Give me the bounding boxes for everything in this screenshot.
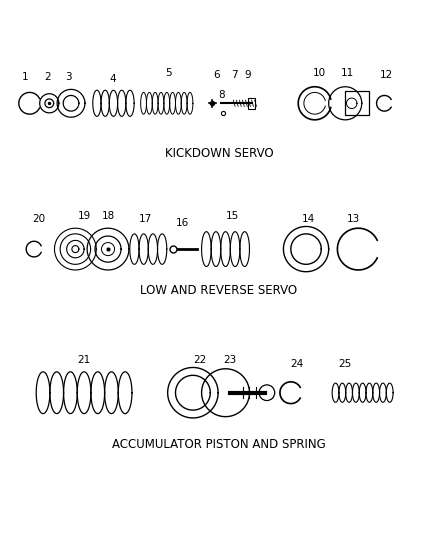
Text: 14: 14: [302, 214, 315, 224]
Text: 20: 20: [32, 214, 45, 224]
Text: 24: 24: [291, 359, 304, 369]
Text: KICKDOWN SERVO: KICKDOWN SERVO: [165, 147, 273, 160]
Text: 11: 11: [341, 68, 354, 78]
Bar: [248, 98, 255, 109]
Text: 21: 21: [78, 355, 91, 365]
Text: 8: 8: [218, 90, 225, 100]
Text: 13: 13: [347, 214, 360, 224]
Text: 15: 15: [226, 212, 239, 221]
Text: 19: 19: [78, 212, 91, 221]
Text: 7: 7: [231, 70, 237, 80]
Text: 23: 23: [223, 355, 237, 365]
Text: 22: 22: [193, 355, 206, 365]
Text: 9: 9: [244, 70, 251, 80]
Text: 4: 4: [109, 75, 116, 84]
Text: 2: 2: [44, 72, 50, 82]
Text: 1: 1: [22, 72, 28, 82]
Text: 16: 16: [175, 218, 189, 228]
Text: 10: 10: [313, 68, 326, 78]
Text: 12: 12: [380, 70, 393, 80]
Text: 5: 5: [166, 68, 172, 78]
Text: LOW AND REVERSE SERVO: LOW AND REVERSE SERVO: [141, 284, 297, 297]
Text: 17: 17: [138, 214, 152, 224]
Text: 3: 3: [66, 72, 72, 82]
Text: 25: 25: [339, 359, 352, 369]
Bar: [345, 91, 369, 116]
Text: 18: 18: [101, 212, 115, 221]
Text: ACCUMULATOR PISTON AND SPRING: ACCUMULATOR PISTON AND SPRING: [112, 439, 326, 451]
Text: 6: 6: [213, 70, 220, 80]
